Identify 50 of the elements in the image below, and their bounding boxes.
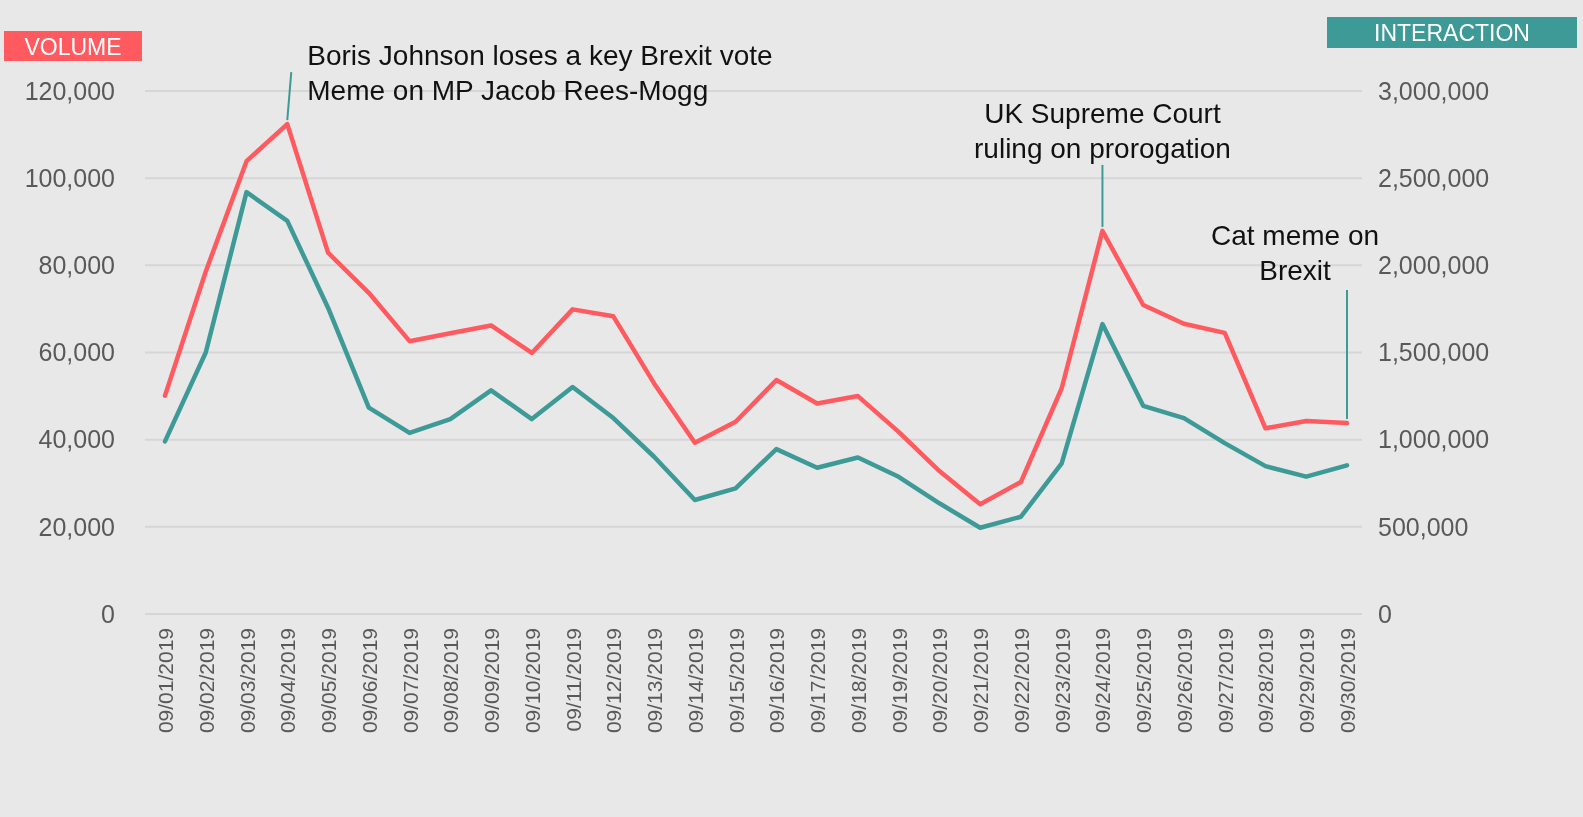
x-tick-label: 09/27/2019 [1213, 628, 1237, 734]
y2-tick-label: 500,000 [1378, 512, 1469, 541]
y2-tick-label: 2,500,000 [1378, 163, 1490, 192]
x-tick-label: 09/10/2019 [520, 628, 544, 734]
x-tick-label: 09/05/2019 [317, 628, 341, 734]
y-tick-label: 40,000 [38, 425, 115, 454]
x-tick-label: 09/14/2019 [683, 628, 707, 734]
x-tick-label: 09/16/2019 [765, 628, 789, 734]
x-tick-label: 09/18/2019 [846, 628, 870, 734]
y2-tick-label: 1,000,000 [1378, 425, 1490, 454]
x-tick-label: 09/13/2019 [643, 628, 667, 734]
x-tick-label: 09/29/2019 [1295, 628, 1319, 734]
x-tick-label: 09/21/2019 [969, 628, 993, 734]
x-tick-label: 09/17/2019 [806, 628, 830, 734]
x-tick-label: 09/02/2019 [194, 628, 218, 734]
x-tick-label: 09/04/2019 [276, 628, 300, 734]
x-tick-label: 09/25/2019 [1132, 628, 1156, 734]
x-tick-label: 09/30/2019 [1336, 628, 1359, 734]
y-tick-label: 60,000 [38, 338, 115, 367]
x-tick-label: 09/12/2019 [602, 628, 626, 734]
x-tick-label: 09/23/2019 [1050, 628, 1074, 734]
annotation: Cat meme on Brexit [1210, 220, 1380, 287]
x-tick-label: 09/22/2019 [1009, 628, 1033, 734]
x-tick-label: 09/19/2019 [887, 628, 911, 734]
x-tick-label: 09/11/2019 [561, 628, 585, 732]
x-tick-label: 09/09/2019 [480, 628, 504, 734]
x-tick-label: 09/08/2019 [439, 628, 463, 734]
y2-tick-label: 0 [1378, 599, 1392, 628]
x-tick-label: 09/06/2019 [357, 628, 381, 734]
y-tick-label: 0 [101, 599, 115, 628]
annotation: UK Supreme Court ruling on prorogation [974, 97, 1231, 164]
x-tick-label: 09/24/2019 [1091, 628, 1115, 734]
x-tick-label: 09/15/2019 [724, 628, 748, 734]
y2-tick-label: 3,000,000 [1378, 76, 1490, 105]
x-tick-label: 09/07/2019 [398, 628, 422, 734]
x-tick-label: 09/28/2019 [1254, 628, 1278, 734]
line-series [162, 189, 1350, 530]
y2-axis-title: INTERACTION [1374, 20, 1530, 46]
y-tick-label: 20,000 [38, 512, 115, 541]
y-axis-title: VOLUME [24, 34, 122, 60]
x-tick-label: 09/01/2019 [154, 628, 177, 734]
x-tick-label: 09/26/2019 [1172, 628, 1196, 734]
y2-tick-label: 1,500,000 [1378, 338, 1490, 367]
y-tick-label: 120,000 [24, 76, 115, 105]
x-tick-label: 09/20/2019 [928, 628, 952, 734]
x-tick-label: 09/03/2019 [235, 628, 259, 734]
y-tick-label: 100,000 [24, 163, 115, 192]
annotation: Boris Johnson loses a key Brexit vote Meme on MP Jacob Rees-Mogg [307, 40, 773, 107]
y2-tick-label: 2,000,000 [1378, 251, 1490, 280]
y-tick-label: 80,000 [38, 251, 115, 280]
